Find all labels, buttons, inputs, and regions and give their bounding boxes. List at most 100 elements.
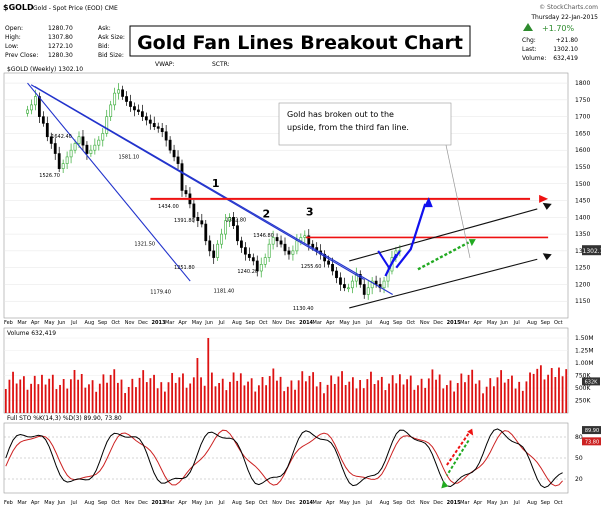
x-axis-label: May (44, 320, 54, 326)
volume-bar (424, 387, 427, 413)
volume-bar (344, 385, 347, 413)
volume-bar (214, 386, 217, 413)
candle-body (89, 149, 93, 154)
volume-bar (297, 380, 300, 413)
volume-legend: Volume 632,419 (7, 330, 56, 337)
candle-body (97, 139, 101, 146)
volume-bar (507, 378, 510, 413)
fan-line (27, 82, 191, 282)
volume-bar (113, 369, 116, 413)
x-axis-label: Aug (527, 320, 537, 326)
x-axis-label: Nov (125, 500, 135, 506)
volume-bar (225, 390, 228, 413)
x-axis-label: 2014 (299, 500, 313, 506)
x-axis-label: May (192, 320, 202, 326)
candle-body (307, 235, 311, 245)
candle-body (247, 253, 251, 258)
right-row-value: 1302.10 (553, 46, 578, 53)
volume-bar (66, 388, 69, 413)
x-axis-label: Oct (554, 500, 563, 506)
x-axis-label: Oct (406, 320, 415, 326)
volume-bar (91, 380, 94, 413)
price-tick-label: 1750 (575, 97, 590, 104)
candle-body (204, 223, 208, 242)
price-label: 1526.70 (39, 173, 60, 179)
price-tick-label: 1450 (575, 198, 590, 205)
price-label: 1581.10 (119, 155, 140, 161)
candle-body (49, 136, 53, 144)
candle-body (343, 284, 346, 289)
volume-bar (438, 374, 441, 413)
x-axis-label: Oct (259, 320, 268, 326)
sctr-label: SCTR: (212, 61, 230, 68)
x-axis-label: Mar (460, 320, 470, 326)
volume-bar (279, 376, 282, 413)
candle-body (196, 217, 200, 221)
volume-bar (229, 381, 231, 413)
candle-body (346, 287, 350, 290)
fan-line (34, 85, 393, 295)
candle-body (275, 237, 279, 242)
candle-body (263, 257, 267, 265)
volume-bar (301, 371, 304, 413)
x-axis-label: Jun (57, 500, 66, 506)
channel-arrow-icon (542, 253, 552, 261)
candle-body (30, 104, 33, 111)
candle-body (85, 144, 89, 154)
price-tick-label: 1350 (575, 231, 590, 238)
right-row-value: +21.80 (556, 37, 578, 44)
candle-body (73, 143, 77, 151)
volume-bar (88, 384, 90, 413)
volume-bar (380, 376, 383, 413)
volume-bar (355, 388, 358, 413)
x-axis-label: Mar (460, 500, 470, 506)
volume-bar (388, 383, 390, 413)
x-axis-label: Mar (165, 320, 175, 326)
volume-bar (69, 379, 72, 413)
x-axis-label: Apr (326, 320, 336, 326)
volume-bar (333, 383, 336, 413)
volume-bar (149, 378, 152, 413)
x-axis-label: Apr (326, 500, 336, 506)
candle-body (236, 225, 239, 242)
candle-body (220, 233, 224, 245)
x-axis-label: May (339, 320, 349, 326)
x-axis-label: Jun (499, 320, 508, 326)
x-axis-label: Dec (433, 500, 443, 506)
candle-body (93, 144, 97, 151)
red-arrow-icon (467, 428, 474, 436)
x-axis-label: Oct (554, 320, 563, 326)
x-axis-label: Sep (245, 500, 254, 506)
candle-body (172, 149, 176, 158)
volume-bar (131, 378, 134, 413)
volume-bar (377, 380, 380, 413)
sto-d-label: 73.80 (585, 439, 599, 445)
x-axis-label: Jul (70, 500, 77, 506)
volume-bar (48, 378, 51, 413)
volume-bar (145, 382, 148, 413)
volume-bar (286, 386, 289, 413)
mid-row-label: Bid Size: (98, 52, 124, 59)
price-label: 1642.40 (51, 134, 72, 140)
volume-bar (384, 390, 387, 413)
volume-bar (532, 373, 535, 413)
vwap-label: VWAP: (155, 61, 174, 68)
volume-bar (55, 389, 58, 413)
volume-bar (192, 377, 195, 413)
candle-body (327, 260, 330, 265)
annotation-pointer (445, 144, 471, 259)
candle-body (287, 250, 291, 255)
candle-body (212, 250, 216, 258)
candle-body (133, 106, 136, 111)
volume-bar (511, 375, 513, 413)
x-axis-label: Dec (138, 500, 148, 506)
candle-body (109, 104, 113, 117)
candle-body (105, 116, 109, 134)
candle-body (144, 116, 148, 121)
volume-bar (210, 372, 213, 413)
volume-bar (467, 374, 470, 413)
volume-bar (503, 382, 506, 413)
volume-bar (449, 380, 452, 413)
green-arrow-icon (468, 239, 476, 247)
x-axis-label: Aug (84, 320, 94, 326)
